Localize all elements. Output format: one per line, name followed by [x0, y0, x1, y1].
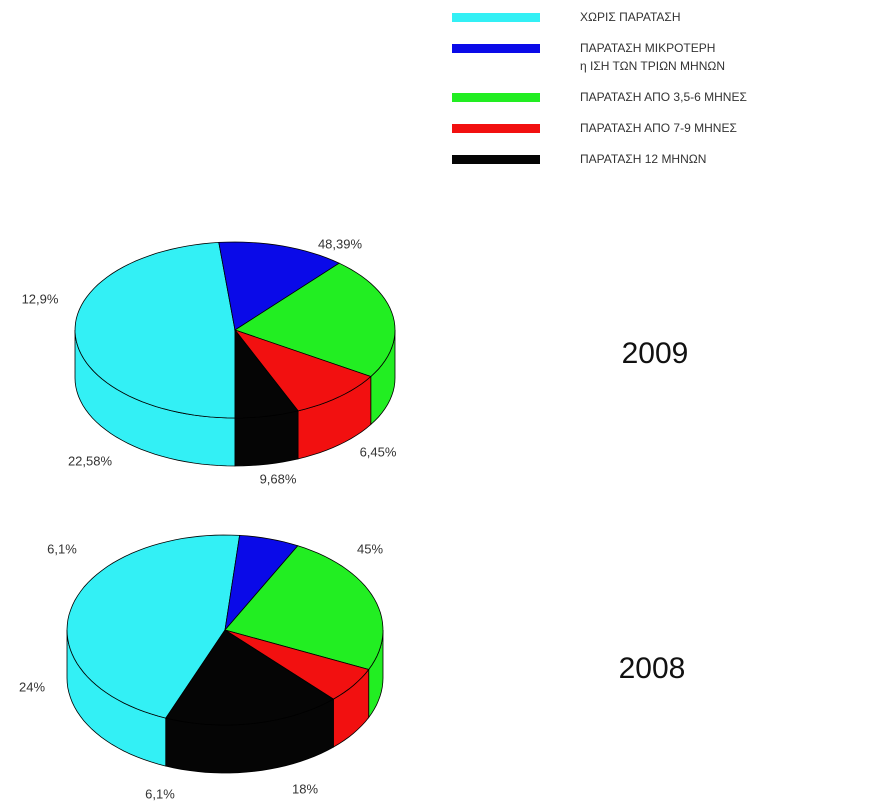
- legend-label: ΧΩΡΙΣ ΠΑΡΑΤΑΣΗ: [580, 10, 681, 24]
- pie-slice: [234, 328, 299, 419]
- pie-slice: [224, 629, 370, 700]
- legend-label: ΠΑΡΑΤΑΣΗ 12 ΜΗΝΩΝ: [580, 152, 707, 166]
- data-label: 22,58%: [68, 453, 113, 468]
- pie-slice: [218, 241, 341, 331]
- pie-slice: [234, 262, 396, 377]
- pie-slice: [233, 329, 372, 412]
- pie-slice: [224, 545, 384, 670]
- legend-swatch: [452, 155, 540, 164]
- data-label: 12,9%: [22, 291, 59, 306]
- data-label: 6,45%: [360, 444, 397, 459]
- pie-slice: [165, 629, 335, 726]
- chart-title: 2008: [619, 652, 686, 685]
- legend-label: ΠΑΡΑΤΑΣΗ ΜΙΚΡΟΤΕΡΗ η ΙΣΗ ΤΩΝ ΤΡΙΩΝ ΜΗΝΩΝ: [580, 41, 726, 73]
- legend-item: ΠΑΡΑΤΑΣΗ ΜΙΚΡΟΤΕΡΗ η ΙΣΗ ΤΩΝ ΤΡΙΩΝ ΜΗΝΩΝ: [452, 39, 747, 75]
- legend-swatch: [452, 124, 540, 133]
- data-label: 6,1%: [47, 541, 77, 556]
- data-label: 18%: [292, 781, 318, 796]
- chart-title: 2009: [622, 337, 689, 370]
- legend: ΧΩΡΙΣ ΠΑΡΑΤΑΣΗ ΠΑΡΑΤΑΣΗ ΜΙΚΡΟΤΕΡΗ η ΙΣΗ Τ…: [452, 8, 747, 181]
- data-label: 24%: [19, 679, 45, 694]
- data-label: 45%: [357, 541, 383, 556]
- legend-swatch: [452, 93, 540, 102]
- legend-item: ΠΑΡΑΤΑΣΗ ΑΠΟ 3,5-6 ΜΗΝΕΣ: [452, 88, 747, 106]
- data-label: 48,39%: [318, 236, 363, 251]
- legend-item: ΠΑΡΑΤΑΣΗ ΑΠΟ 7-9 ΜΗΝΕΣ: [452, 119, 747, 137]
- legend-swatch: [452, 44, 540, 53]
- data-label: 6,1%: [145, 786, 175, 801]
- legend-item: ΧΩΡΙΣ ΠΑΡΑΤΑΣΗ: [452, 8, 747, 26]
- pie-slice: [224, 534, 299, 632]
- pie-slice: [74, 241, 236, 419]
- data-label: 9,68%: [260, 471, 297, 486]
- legend-item: ΠΑΡΑΤΑΣΗ 12 ΜΗΝΩΝ: [452, 150, 747, 168]
- pie-side: [234, 410, 299, 467]
- legend-label: ΠΑΡΑΤΑΣΗ ΑΠΟ 3,5-6 ΜΗΝΕΣ: [580, 90, 747, 104]
- legend-label: ΠΑΡΑΤΑΣΗ ΑΠΟ 7-9 ΜΗΝΕΣ: [580, 121, 737, 135]
- legend-swatch: [452, 13, 540, 22]
